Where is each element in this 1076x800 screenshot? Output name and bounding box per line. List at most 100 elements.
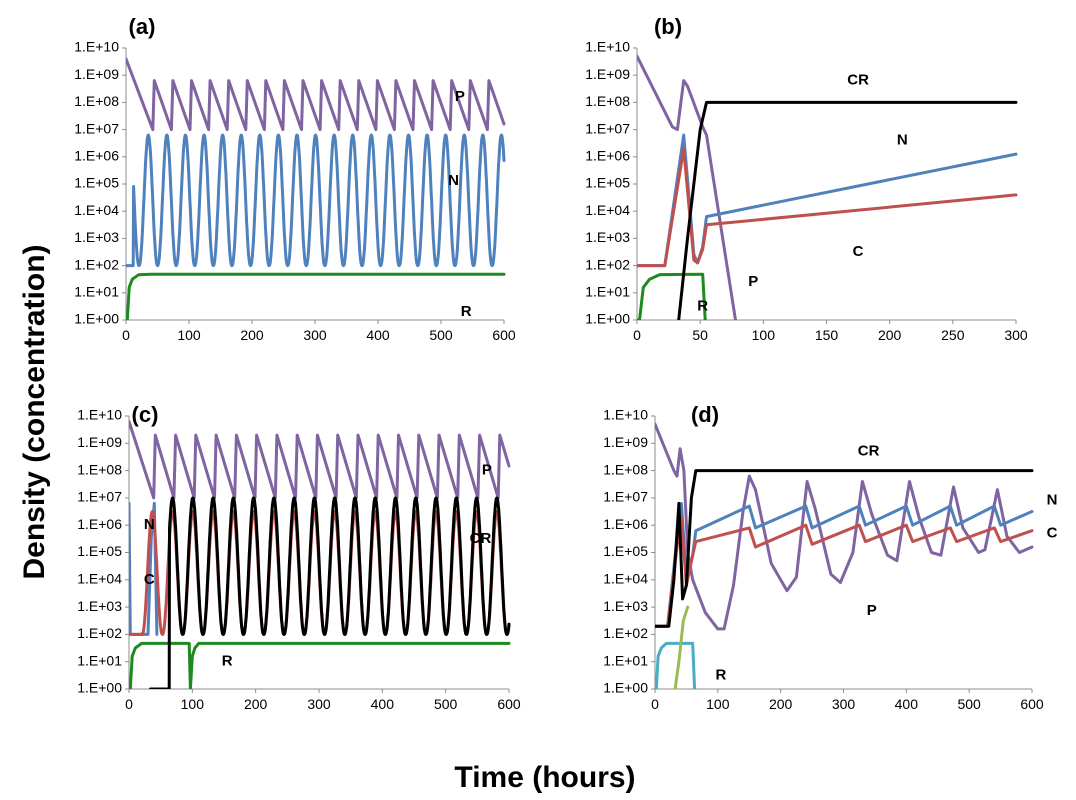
y-tick-label: 1.E+09 <box>74 66 119 82</box>
x-tick-label: 300 <box>303 327 327 343</box>
series-annotation: P <box>482 462 492 479</box>
y-tick-label: 1.E+00 <box>74 311 119 327</box>
y-tick-label: 1.E+01 <box>603 652 648 668</box>
y-tick-label: 1.E+01 <box>77 652 122 668</box>
x-tick-label: 400 <box>371 696 395 712</box>
x-tick-label: 150 <box>815 327 839 343</box>
y-tick-label: 1.E+09 <box>603 434 648 450</box>
x-tick-label: 600 <box>492 327 516 343</box>
series-annotation: CR <box>847 72 869 89</box>
series-annotation: N <box>1047 492 1058 509</box>
y-tick-label: 1.E+05 <box>585 175 630 191</box>
y-tick-label: 1.E+04 <box>585 202 630 218</box>
y-tick-label: 1.E+07 <box>585 120 630 136</box>
panels-group: (a) 1.E+00 1.E+01 1.E+02 1.E+03 1.E+04 1.E+05 1… <box>74 14 1057 712</box>
series-line-cr <box>149 496 511 689</box>
y-tick-label: 1.E+02 <box>77 625 122 641</box>
y-tick-label: 1.E+01 <box>585 284 630 300</box>
series-annotation: R <box>697 297 708 314</box>
y-tick-label: 1.E+03 <box>585 229 630 245</box>
x-tick-label: 600 <box>497 696 521 712</box>
y-tick-label: 1.E+00 <box>77 680 122 696</box>
series-annotation: N <box>897 131 908 148</box>
y-tick-label: 1.E+08 <box>603 461 648 477</box>
y-tick-label: 1.E+06 <box>585 148 630 164</box>
series-line-p <box>126 57 506 132</box>
x-tick-label: 250 <box>941 327 965 343</box>
series-annotation: C <box>1047 524 1058 541</box>
x-tick-label: 200 <box>878 327 902 343</box>
y-tick-label: 1.E+09 <box>77 434 122 450</box>
y-axis-title: Density (concentration) <box>18 244 51 579</box>
y-tick-label: 1.E+04 <box>603 571 648 587</box>
x-tick-label: 100 <box>177 327 201 343</box>
x-tick-label: 200 <box>769 696 793 712</box>
series-annotation: R <box>222 653 233 670</box>
chart-panel: (a) 1.E+00 1.E+01 1.E+02 1.E+03 1.E+04 1.E+05 1… <box>74 14 516 343</box>
x-tick-label: 400 <box>895 696 919 712</box>
series-line-g <box>673 605 690 689</box>
series-annotation: R <box>716 666 727 683</box>
y-tick-label: 1.E+04 <box>74 202 119 218</box>
series-line-cr <box>677 100 1018 320</box>
x-tick-label: 300 <box>307 696 331 712</box>
x-tick-label: 400 <box>366 327 390 343</box>
y-tick-label: 1.E+08 <box>585 93 630 109</box>
series-annotation: C <box>144 571 155 588</box>
y-tick-label: 1.E+06 <box>77 516 122 532</box>
y-tick-label: 1.E+09 <box>585 66 630 82</box>
chart-panel: (b) 1.E+00 1.E+01 1.E+02 1.E+03 1.E+04 1.E+05 1… <box>585 14 1028 343</box>
x-tick-label: 200 <box>244 696 268 712</box>
series-annotation: CR <box>858 442 880 459</box>
y-tick-label: 1.E+08 <box>77 461 122 477</box>
y-tick-label: 1.E+05 <box>603 543 648 559</box>
x-tick-label: 0 <box>651 696 659 712</box>
series-annotation: P <box>455 88 465 105</box>
y-tick-label: 1.E+01 <box>74 284 119 300</box>
x-tick-label: 500 <box>434 696 458 712</box>
y-tick-label: 1.E+06 <box>74 148 119 164</box>
x-tick-label: 300 <box>832 696 856 712</box>
y-tick-label: 1.E+00 <box>585 311 630 327</box>
series-line-c <box>637 147 1018 268</box>
y-tick-label: 1.E+03 <box>603 598 648 614</box>
y-tick-label: 1.E+10 <box>74 39 119 55</box>
y-tick-label: 1.E+04 <box>77 571 122 587</box>
series-line-r <box>129 641 511 689</box>
panel-label: (a) <box>129 14 156 39</box>
series-annotation: P <box>867 602 877 619</box>
y-tick-label: 1.E+07 <box>74 120 119 136</box>
series-line-r <box>126 272 506 320</box>
x-tick-label: 0 <box>125 696 133 712</box>
x-tick-label: 0 <box>122 327 130 343</box>
chart-panel: (c) 1.E+00 1.E+01 1.E+02 1.E+03 1.E+04 1.E+05 1… <box>77 402 521 712</box>
series-annotation: P <box>748 273 758 290</box>
series-line-n <box>126 133 506 268</box>
y-tick-label: 1.E+10 <box>77 407 122 423</box>
x-tick-label: 0 <box>633 327 641 343</box>
panel-label: (c) <box>132 402 159 427</box>
y-tick-label: 1.E+05 <box>77 543 122 559</box>
x-tick-label: 100 <box>706 696 730 712</box>
series-line-c <box>655 515 1034 628</box>
panel-label: (d) <box>691 402 719 427</box>
y-tick-label: 1.E+05 <box>74 175 119 191</box>
chart-panel: (d) 1.E+00 1.E+01 1.E+02 1.E+03 1.E+04 1.E+05 1… <box>603 402 1057 712</box>
y-tick-label: 1.E+00 <box>603 680 648 696</box>
series-annotation: R <box>461 303 472 320</box>
series-annotation: N <box>144 516 155 533</box>
series-line-p <box>129 420 511 500</box>
series-annotation: N <box>448 172 459 189</box>
panel-label: (b) <box>654 14 682 39</box>
y-tick-label: 1.E+07 <box>603 489 648 505</box>
x-tick-label: 100 <box>752 327 776 343</box>
y-tick-label: 1.E+07 <box>77 489 122 505</box>
x-tick-label: 50 <box>692 327 708 343</box>
x-axis-title: Time (hours) <box>454 761 635 794</box>
y-tick-label: 1.E+03 <box>77 598 122 614</box>
series-line-cr <box>655 469 1034 628</box>
series-annotation: CR <box>470 530 492 547</box>
y-tick-label: 1.E+06 <box>603 516 648 532</box>
x-tick-label: 300 <box>1004 327 1028 343</box>
